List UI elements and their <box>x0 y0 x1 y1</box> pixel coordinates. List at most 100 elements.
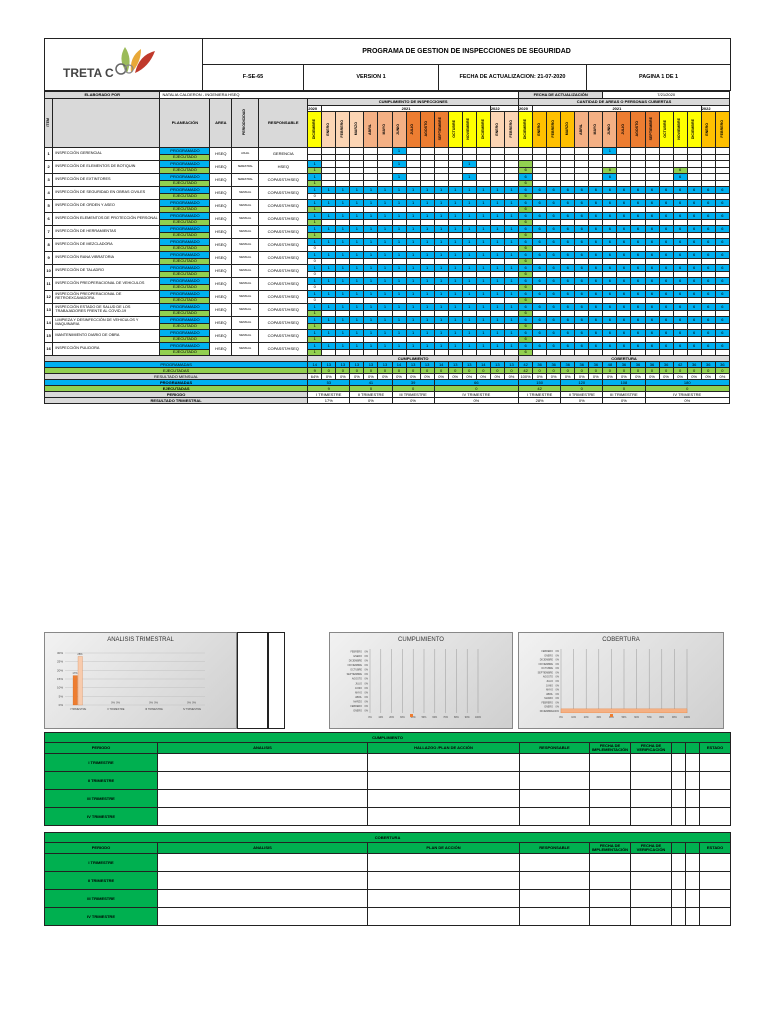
inspection-name: INSPECCIÓN DE MEZCLADORA <box>52 238 161 252</box>
action-input-cell[interactable] <box>519 753 590 772</box>
action-input-cell[interactable] <box>367 871 520 890</box>
svg-text:0%: 0% <box>111 701 115 705</box>
action-input-cell[interactable] <box>698 871 732 890</box>
item-number: 10 <box>43 264 54 278</box>
action-input-cell[interactable] <box>519 853 590 872</box>
action-column-header <box>685 742 700 754</box>
action-input-cell[interactable] <box>671 771 686 790</box>
action-input-cell[interactable] <box>157 789 368 808</box>
action-input-cell[interactable] <box>367 807 520 826</box>
action-input-cell[interactable] <box>157 871 368 890</box>
month-header: ABRIL <box>574 111 590 148</box>
svg-text:0%: 0% <box>365 710 369 713</box>
action-input-cell[interactable] <box>519 889 590 908</box>
action-input-cell[interactable] <box>367 907 520 926</box>
svg-text:70%: 70% <box>443 716 449 719</box>
svg-text:OCTUBRE: OCTUBRE <box>541 667 553 670</box>
svg-text:100%: 100% <box>475 716 482 719</box>
action-input-cell[interactable] <box>698 753 732 772</box>
action-input-cell[interactable] <box>157 907 368 926</box>
action-input-cell[interactable] <box>367 789 520 808</box>
action-input-cell[interactable] <box>589 753 631 772</box>
svg-text:0%: 0% <box>192 701 196 705</box>
action-input-cell[interactable] <box>630 753 672 772</box>
month-header: FEBRERO <box>546 111 562 148</box>
svg-text:20%: 20% <box>389 716 395 719</box>
action-input-cell[interactable] <box>685 889 700 908</box>
action-input-cell[interactable] <box>698 771 732 790</box>
action-input-cell[interactable] <box>367 753 520 772</box>
action-input-cell[interactable] <box>630 771 672 790</box>
action-column-header: ESTADO <box>698 742 732 754</box>
action-input-cell[interactable] <box>630 907 672 926</box>
action-input-cell[interactable] <box>630 789 672 808</box>
action-input-cell[interactable] <box>671 789 686 808</box>
inspection-program-table: ELABORADO POR NATALIA CALDERON - INGENIER… <box>43 91 731 404</box>
month-header: FEBRERO <box>335 111 351 148</box>
svg-text:ENERO: ENERO <box>353 710 362 713</box>
action-input-cell[interactable] <box>685 753 700 772</box>
action-input-cell[interactable] <box>157 753 368 772</box>
action-input-cell[interactable] <box>698 807 732 826</box>
action-input-cell[interactable] <box>589 907 631 926</box>
svg-text:SEPTIEMBRE: SEPTIEMBRE <box>538 671 554 674</box>
action-input-cell[interactable] <box>589 807 631 826</box>
svg-text:90%: 90% <box>672 716 678 719</box>
month-header: DICIEMBRE <box>475 111 491 148</box>
action-input-cell[interactable] <box>685 807 700 826</box>
action-input-cell[interactable] <box>589 853 631 872</box>
action-input-cell[interactable] <box>685 907 700 926</box>
inspection-name: INSPECCIÓN PREOPERACIONAL DE VEHICULOS <box>52 277 161 291</box>
periodicidad-value: MENSUAL <box>231 238 260 252</box>
action-input-cell[interactable] <box>589 789 631 808</box>
action-input-cell[interactable] <box>630 807 672 826</box>
action-input-cell[interactable] <box>367 889 520 908</box>
svg-text:28%: 28% <box>77 652 83 656</box>
cumplimiento-action-table: CUMPLIMIENTO PERIODO ANALISIS HALLAZGO /PLA… <box>43 732 732 826</box>
action-input-cell[interactable] <box>367 853 520 872</box>
action-input-cell[interactable] <box>589 771 631 790</box>
periodicidad-value: MENSUAL <box>231 277 260 291</box>
action-input-cell[interactable] <box>630 871 672 890</box>
action-input-cell[interactable] <box>589 871 631 890</box>
svg-text:0%: 0% <box>556 663 560 666</box>
responsable-value: COPASST/HSEQ <box>258 303 309 317</box>
action-input-cell[interactable] <box>157 889 368 908</box>
action-input-cell[interactable] <box>685 771 700 790</box>
inspection-name: INSPECCIÓN PULIDORA <box>52 342 161 356</box>
action-input-cell[interactable] <box>630 889 672 908</box>
action-input-cell[interactable] <box>698 907 732 926</box>
resultado-trimestral-cell: 0% <box>433 397 520 404</box>
action-input-cell[interactable] <box>157 807 368 826</box>
svg-text:25%: 25% <box>57 660 63 664</box>
periodicidad-value: MENSUAL <box>231 316 260 330</box>
action-input-cell[interactable] <box>671 807 686 826</box>
action-input-cell[interactable] <box>671 907 686 926</box>
action-input-cell[interactable] <box>671 871 686 890</box>
action-input-cell[interactable] <box>685 789 700 808</box>
action-input-cell[interactable] <box>519 789 590 808</box>
action-input-cell[interactable] <box>519 871 590 890</box>
action-input-cell[interactable] <box>698 789 732 808</box>
svg-text:0%: 0% <box>59 703 64 707</box>
planeacion-header: PLANEACIÓN <box>159 98 211 148</box>
action-input-cell[interactable] <box>589 889 631 908</box>
action-input-cell[interactable] <box>671 853 686 872</box>
action-input-cell[interactable] <box>367 771 520 790</box>
action-input-cell[interactable] <box>519 907 590 926</box>
action-input-cell[interactable] <box>630 853 672 872</box>
svg-text:0%: 0% <box>559 716 563 719</box>
action-input-cell[interactable] <box>157 853 368 872</box>
action-input-cell[interactable] <box>698 853 732 872</box>
action-input-cell[interactable] <box>685 871 700 890</box>
action-input-cell[interactable] <box>671 753 686 772</box>
action-input-cell[interactable] <box>519 771 590 790</box>
action-input-cell[interactable] <box>671 889 686 908</box>
svg-text:20%: 20% <box>584 716 590 719</box>
action-input-cell[interactable] <box>685 853 700 872</box>
inspection-name: INSPECCIÓN DE ELEMENTOS DE BOTIQUIN <box>52 160 161 174</box>
action-input-cell[interactable] <box>157 771 368 790</box>
action-input-cell[interactable] <box>519 807 590 826</box>
area-value: HSEQ <box>209 329 233 343</box>
action-input-cell[interactable] <box>698 889 732 908</box>
